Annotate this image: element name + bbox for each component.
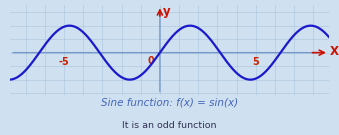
Text: 5: 5 xyxy=(253,57,259,67)
Text: Sine function: f(x) = sin(x): Sine function: f(x) = sin(x) xyxy=(101,97,238,107)
Text: 0: 0 xyxy=(147,56,154,66)
Text: It is an odd function: It is an odd function xyxy=(122,122,217,131)
Text: X: X xyxy=(330,45,339,58)
Text: y: y xyxy=(163,5,171,18)
Text: -5: -5 xyxy=(59,57,69,67)
